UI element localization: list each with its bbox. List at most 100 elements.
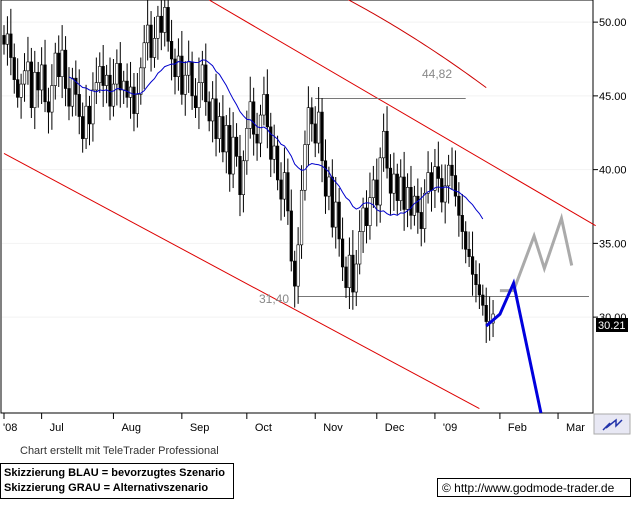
ma-blue-line xyxy=(68,59,484,220)
candle-body xyxy=(320,111,324,162)
candle-body xyxy=(293,260,297,287)
candle-body xyxy=(211,98,215,122)
candle-body xyxy=(190,61,194,97)
x-tick-label: Feb xyxy=(508,422,527,434)
candle-body xyxy=(200,64,204,83)
candle-body xyxy=(344,266,348,288)
candle-body xyxy=(77,94,81,117)
candle-body xyxy=(423,192,427,229)
scenario-legend: Skizzierung BLAU = bevorzugtes Szenario … xyxy=(0,463,234,499)
candle-body xyxy=(368,197,372,226)
x-tick-label: Oct xyxy=(255,422,272,434)
candle-body xyxy=(22,70,27,85)
candle-body xyxy=(269,126,273,160)
ma-red-line xyxy=(347,0,487,89)
candle-body xyxy=(118,63,122,91)
candle-body xyxy=(385,130,389,169)
candle-body xyxy=(351,254,355,293)
candle-body xyxy=(450,164,454,176)
candle-body xyxy=(453,175,458,197)
x-tick-label: Aug xyxy=(121,422,141,434)
candle-body xyxy=(409,187,413,216)
candle-body xyxy=(115,63,119,85)
last-price-box xyxy=(596,318,628,332)
plot-frame xyxy=(0,0,594,414)
candle-body xyxy=(57,52,61,77)
candle-body xyxy=(26,61,30,72)
candle-body xyxy=(135,94,139,114)
horizontal-levels xyxy=(298,98,589,297)
legend-grau: Skizzierung GRAU = Alternativszenario xyxy=(4,482,209,494)
moving-averages xyxy=(68,0,487,220)
candle-body xyxy=(139,67,143,95)
support-label: 31,40 xyxy=(259,292,289,306)
candle-body xyxy=(484,305,488,322)
candle-body xyxy=(457,195,461,216)
candle-body xyxy=(361,207,365,232)
candle-body xyxy=(399,176,403,201)
candle-body xyxy=(477,284,481,296)
candle-body xyxy=(159,15,163,33)
candle-body xyxy=(87,105,92,125)
candle-body xyxy=(163,7,167,33)
candle-body xyxy=(306,107,310,145)
candle-body xyxy=(282,172,287,200)
candle-body xyxy=(81,116,85,139)
candle-body xyxy=(50,85,54,113)
candle-body xyxy=(443,185,447,203)
candle-body xyxy=(460,215,464,232)
candle-body xyxy=(330,176,334,228)
candle-body xyxy=(289,210,293,262)
candle-body xyxy=(296,244,300,287)
candle-body xyxy=(378,157,382,206)
x-tick-label: Dec xyxy=(385,422,405,434)
candle-body xyxy=(440,178,444,203)
channel-upper-line xyxy=(208,0,596,227)
y-tick-label: 45.00 xyxy=(599,91,627,103)
candle-body xyxy=(74,77,78,95)
candle-body xyxy=(446,164,451,187)
candle-body xyxy=(98,66,102,83)
candle-body xyxy=(166,7,170,42)
x-tick-label: Nov xyxy=(323,422,343,434)
forecast-blue-path xyxy=(485,278,543,414)
last-price-label: 30.21 xyxy=(598,320,626,332)
candle-body xyxy=(429,172,434,191)
candle-body xyxy=(340,238,345,268)
candle-body xyxy=(303,144,307,191)
candle-body xyxy=(231,136,235,175)
candle-body xyxy=(2,35,6,45)
source-url[interactable]: © http://www.godmode-trader.de xyxy=(437,478,631,497)
candle-body xyxy=(12,57,16,80)
plot-area: 44,82 31,40 xyxy=(0,0,596,414)
candle-body xyxy=(5,33,10,45)
candle-body xyxy=(217,116,222,139)
candle-body xyxy=(94,82,98,91)
candle-body xyxy=(105,74,109,86)
candle-body xyxy=(395,173,399,201)
candle-body xyxy=(275,145,280,181)
candle-body xyxy=(70,77,74,107)
y-tick-label: 35.00 xyxy=(599,238,627,250)
candle-body xyxy=(334,201,338,228)
candle-body xyxy=(43,64,47,103)
candle-body xyxy=(347,254,352,288)
resize-icon[interactable] xyxy=(593,413,631,435)
candle-body xyxy=(84,105,88,139)
candle-body xyxy=(286,172,290,212)
candle-body xyxy=(375,179,379,206)
candle-body xyxy=(419,212,423,229)
candle-body xyxy=(91,89,95,125)
x-tick-label: Sep xyxy=(190,422,210,434)
candle-body xyxy=(317,111,321,144)
candle-body xyxy=(221,116,225,153)
candle-body xyxy=(255,133,259,144)
candle-body xyxy=(180,55,184,95)
candle-body xyxy=(474,274,478,285)
candle-body xyxy=(101,66,105,86)
candle-body xyxy=(245,128,249,162)
x-tick-label: Mar xyxy=(566,422,585,434)
candle-body xyxy=(228,125,232,175)
